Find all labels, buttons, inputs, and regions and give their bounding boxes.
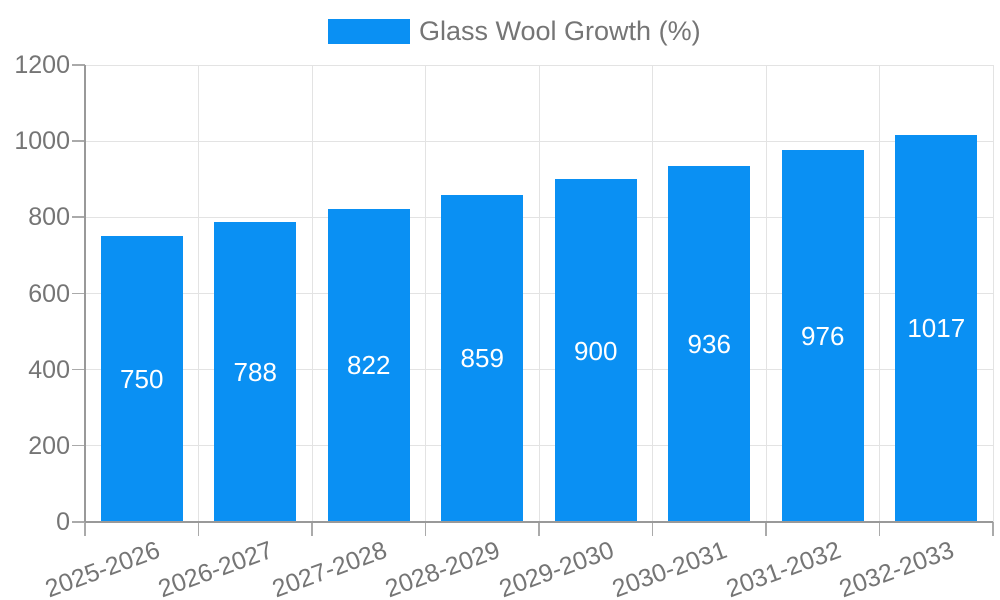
x-tick-mark — [311, 522, 313, 536]
x-tick-label: 2030-2031 — [608, 536, 731, 600]
x-gridline — [311, 65, 313, 522]
y-tick-mark — [72, 140, 85, 142]
y-tick-label: 1200 — [14, 51, 70, 79]
bar[interactable] — [668, 165, 751, 522]
x-tick-mark — [197, 522, 200, 536]
y-tick-label: 600 — [28, 279, 70, 308]
bar[interactable] — [100, 236, 183, 522]
y-tick-mark — [72, 368, 85, 371]
y-tick-mark — [72, 216, 85, 218]
bar-value-label: 859 — [460, 343, 504, 374]
legend[interactable]: Glass Wool Growth (%) — [328, 16, 701, 47]
x-tick-label: 2029-2030 — [495, 536, 618, 600]
x-tick-label: 2026-2027 — [154, 536, 277, 600]
x-gridline — [425, 65, 426, 522]
bar-value-label: 788 — [233, 356, 277, 387]
y-tick-label: 1000 — [14, 127, 70, 156]
bar-value-label: 976 — [801, 321, 845, 352]
bar[interactable] — [895, 134, 978, 522]
x-gridline — [652, 65, 653, 522]
x-tick-label: 2028-2029 — [381, 536, 504, 600]
x-gridline — [198, 65, 199, 522]
x-tick-mark — [424, 522, 427, 536]
bar[interactable] — [781, 150, 864, 522]
x-gridline — [879, 65, 880, 522]
y-axis-line — [84, 65, 86, 522]
y-tick-label: 400 — [28, 355, 70, 384]
y-tick-mark — [72, 64, 85, 66]
x-tick-mark — [765, 522, 767, 536]
bar[interactable] — [441, 194, 524, 522]
y-tick-label: 800 — [28, 203, 70, 232]
legend-label: Glass Wool Growth (%) — [419, 16, 701, 46]
x-tick-mark — [992, 522, 994, 536]
x-tick-mark — [84, 522, 86, 536]
x-tick-label: 2027-2028 — [268, 536, 391, 600]
y-tick-label: 0 — [56, 508, 70, 536]
bar[interactable] — [214, 221, 297, 522]
y-tick-label: 200 — [28, 431, 70, 460]
bar-value-label: 750 — [120, 364, 164, 395]
x-axis-line — [85, 521, 993, 523]
bar-value-label: 900 — [574, 335, 618, 366]
x-tick-label: 2025-2026 — [41, 536, 164, 600]
legend-swatch — [328, 19, 410, 44]
x-tick-mark — [651, 522, 654, 536]
bar-value-label: 1017 — [907, 313, 966, 344]
bar-value-label: 822 — [347, 350, 391, 381]
x-gridline — [765, 65, 767, 522]
y-tick-mark — [72, 292, 85, 294]
y-tick-mark — [72, 521, 85, 523]
y-tick-mark — [72, 444, 85, 447]
bar[interactable] — [554, 179, 637, 522]
x-tick-label: 2031-2032 — [722, 536, 845, 600]
x-tick-label: 2032-2033 — [835, 536, 958, 600]
x-tick-mark — [878, 522, 881, 536]
bar[interactable] — [327, 208, 410, 522]
x-gridline — [992, 65, 994, 522]
x-gridline — [538, 65, 540, 522]
x-tick-mark — [538, 522, 540, 536]
bar-value-label: 936 — [687, 328, 731, 359]
